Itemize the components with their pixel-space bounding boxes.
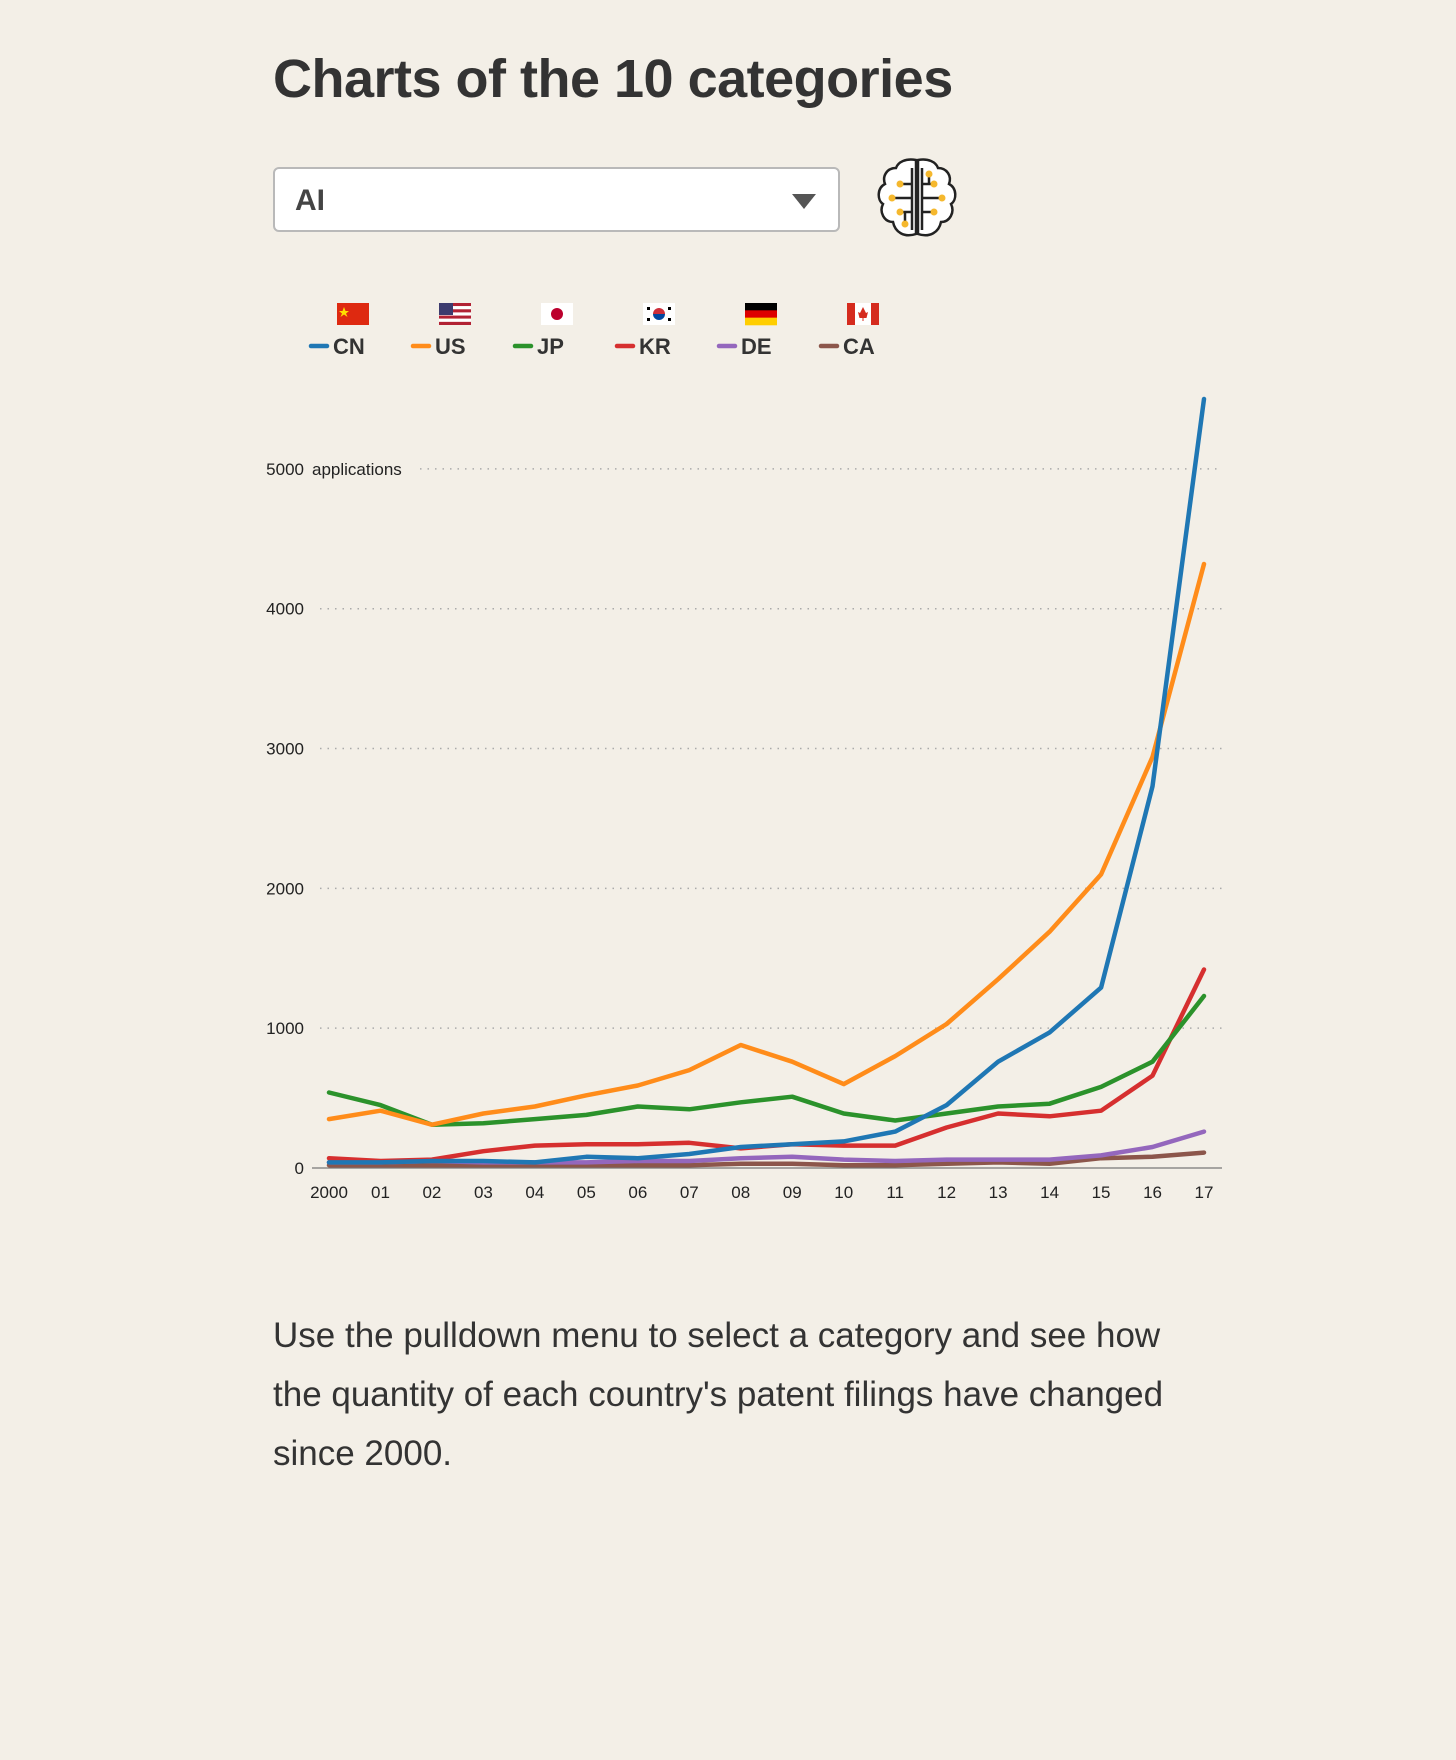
x-tick-label: 15 [1092, 1183, 1111, 1202]
y-tick-label: 1000 [266, 1019, 304, 1038]
flag-taeguk-bottom [653, 314, 665, 320]
us-flag-icon [439, 303, 471, 325]
x-tick-label: 17 [1195, 1183, 1214, 1202]
legend-label: US [435, 334, 466, 359]
x-tick-label: 01 [371, 1183, 390, 1202]
flag-band [745, 303, 777, 311]
x-tick-label: 03 [474, 1183, 493, 1202]
flag-trigram [668, 318, 671, 321]
flag-stripe [439, 315, 471, 319]
legend-item-us: US [410, 303, 471, 359]
y-tick-label: 3000 [266, 740, 304, 759]
flag-leaf [858, 307, 868, 321]
flag-stripe [439, 306, 471, 310]
flag-stripe [439, 309, 471, 313]
x-tick-label: 05 [577, 1183, 596, 1202]
x-tick-label: 14 [1040, 1183, 1059, 1202]
chart-caption: Use the pulldown menu to select a catego… [273, 1316, 1164, 1473]
x-tick-label: 06 [628, 1183, 647, 1202]
x-tick-label: 11 [886, 1183, 904, 1202]
chevron-down-icon[interactable] [792, 194, 816, 209]
patent-line-chart: 0 1000 2000 3000 4000 5000 applications 2000 01 0… [266, 303, 1222, 1202]
series-line-us [326, 561, 1207, 1127]
series-line-cn [326, 396, 1207, 1165]
flag-stripe [439, 318, 471, 322]
brain-circuit-icon [877, 158, 957, 237]
y-axis-unit-label: applications [312, 460, 402, 479]
legend-label: DE [741, 334, 772, 359]
flag-taeguk-top [653, 308, 665, 314]
germany-flag-icon [745, 303, 777, 326]
flag-stripe [439, 303, 471, 307]
china-flag-icon [337, 303, 369, 325]
legend-label: JP [537, 334, 564, 359]
flag-band-right [871, 303, 879, 325]
legend-item-cn: CN [308, 303, 369, 359]
x-tick-label: 04 [525, 1183, 544, 1202]
flag-band-left [847, 303, 855, 325]
flag-star [339, 307, 349, 317]
category-dropdown-value: AI [295, 184, 325, 217]
x-tick-label: 08 [731, 1183, 750, 1202]
page-title: Charts of the 10 categories [273, 49, 953, 109]
y-tick-label: 4000 [266, 600, 304, 619]
legend-label: CA [843, 334, 875, 359]
legend-item-ca: CA [818, 303, 879, 359]
flag-disc [551, 308, 563, 320]
canada-flag-icon [847, 303, 879, 325]
japan-flag-icon [541, 303, 573, 325]
x-tick-label: 10 [834, 1183, 853, 1202]
flag-trigram [668, 307, 671, 310]
flag-band [745, 317, 777, 326]
legend-item-kr: KR [614, 303, 675, 359]
series-line-kr [326, 967, 1207, 1164]
legend-item-de: DE [716, 303, 777, 359]
legend-label: KR [639, 334, 671, 359]
series-line-jp [326, 993, 1207, 1127]
series-line-ca [326, 1150, 1207, 1168]
y-tick-label: 5000 [266, 460, 304, 479]
x-tick-label: 02 [422, 1183, 441, 1202]
legend-item-jp: JP [512, 303, 573, 359]
flag-band [745, 310, 777, 318]
x-tick-label: 13 [989, 1183, 1008, 1202]
x-tick-label: 16 [1143, 1183, 1162, 1202]
flag-trigram [647, 318, 650, 321]
x-tick-label: 09 [783, 1183, 802, 1202]
flag-stripe [439, 312, 471, 316]
y-tick-label: 2000 [266, 879, 304, 898]
flag-canton [439, 303, 453, 315]
korea-flag-icon [643, 303, 675, 325]
category-dropdown[interactable]: AI [273, 167, 840, 232]
flag-trigram [647, 307, 650, 310]
x-tick-label: 07 [680, 1183, 699, 1202]
x-tick-label: 2000 [310, 1183, 348, 1202]
flag-stripe [439, 321, 471, 325]
flag-field [337, 303, 369, 325]
x-tick-label: 12 [937, 1183, 956, 1202]
y-tick-label: 0 [295, 1159, 304, 1178]
legend-label: CN [333, 334, 365, 359]
